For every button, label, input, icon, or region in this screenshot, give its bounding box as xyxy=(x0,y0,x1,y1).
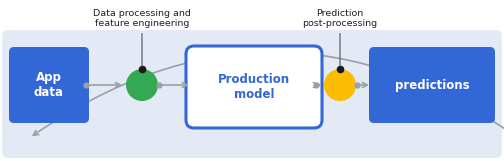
Text: Data processing and
feature engineering: Data processing and feature engineering xyxy=(93,9,191,66)
Text: Production
model: Production model xyxy=(218,73,290,101)
Text: predictions: predictions xyxy=(395,79,469,91)
Text: Prediction
post-processing: Prediction post-processing xyxy=(302,9,377,66)
Circle shape xyxy=(324,69,356,101)
FancyBboxPatch shape xyxy=(2,30,502,158)
Circle shape xyxy=(126,69,158,101)
FancyBboxPatch shape xyxy=(186,46,322,128)
Text: App
data: App data xyxy=(34,71,64,99)
FancyBboxPatch shape xyxy=(9,47,89,123)
FancyBboxPatch shape xyxy=(369,47,495,123)
